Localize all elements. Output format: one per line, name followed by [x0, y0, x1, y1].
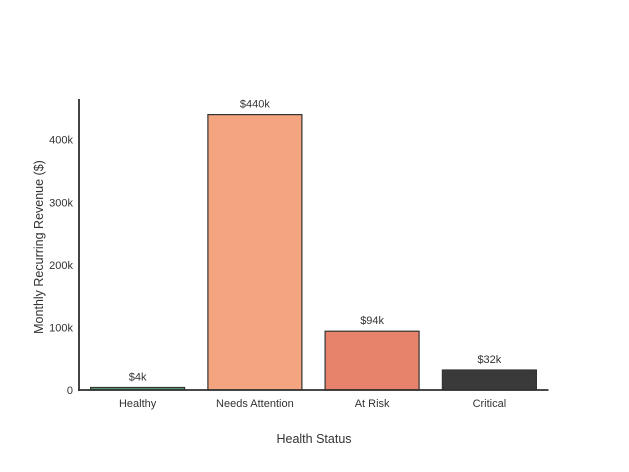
y-tick-label-200k: 200k: [49, 260, 73, 272]
x-axis-title: Health Status: [276, 431, 352, 446]
bar-needs-attention: [207, 113, 303, 391]
x-tick-label-healthy: Healthy: [119, 398, 157, 410]
value-label-healthy: $4k: [129, 372, 147, 384]
bar-at-risk: [324, 330, 420, 391]
value-label-critical: $32k: [477, 354, 501, 366]
value-label-at-risk: $94k: [360, 315, 384, 327]
y-tick-label-400k: 400k: [49, 135, 73, 147]
x-tick-label-at-risk: At Risk: [355, 398, 390, 410]
y-tick-label-100k: 100k: [49, 322, 73, 334]
value-label-needs-attention: $440k: [240, 99, 270, 111]
x-tick-label-needs-attention: Needs Attention: [216, 398, 294, 410]
x-tick-label-critical: Critical: [473, 398, 507, 410]
y-axis-title: Monthly Recurring Revenue ($): [31, 160, 46, 334]
bar-critical: [441, 369, 537, 391]
y-tick-label-0: 0: [67, 385, 73, 397]
y-tick-label-300k: 300k: [49, 197, 73, 209]
